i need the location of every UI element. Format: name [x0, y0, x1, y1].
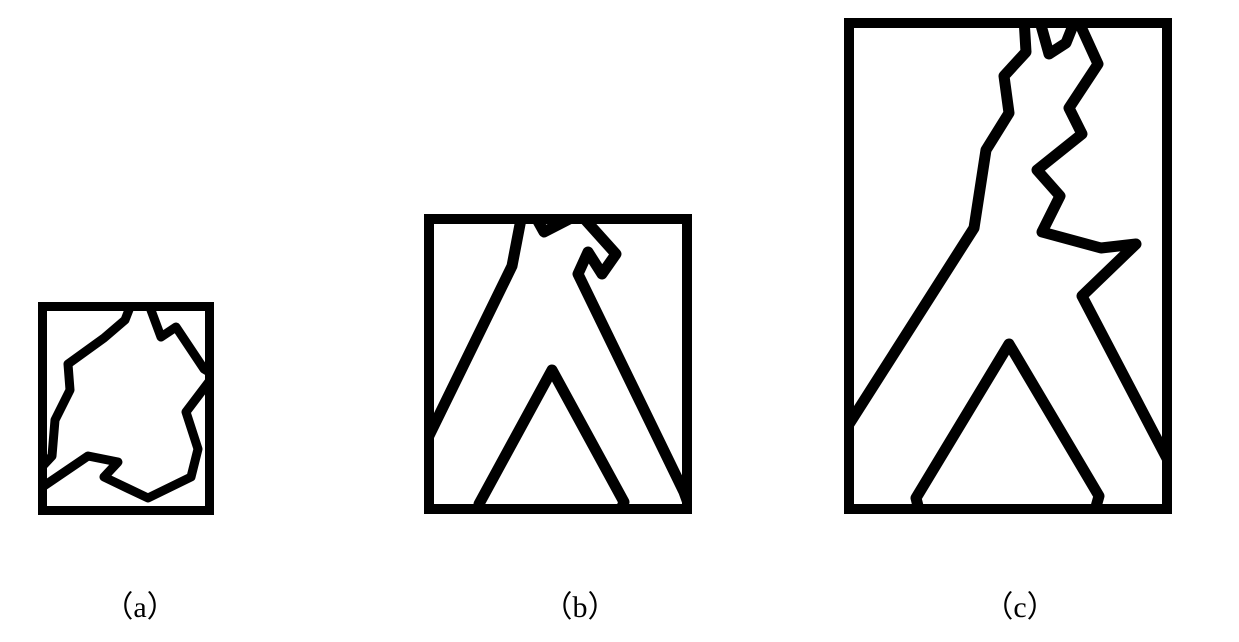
panel-c-svg [844, 18, 1172, 514]
panel-b-shape [424, 214, 692, 514]
panel-a-svg [38, 302, 214, 515]
caption-c: （c） [960, 582, 1080, 626]
figure-canvas: （a） （b） （c） [0, 0, 1239, 642]
panel-b-svg [424, 214, 692, 514]
panel-b [424, 214, 692, 514]
panel-c [844, 18, 1172, 514]
caption-b: （b） [520, 582, 640, 626]
caption-a: （a） [80, 582, 200, 626]
panel-a [38, 302, 214, 515]
panel-a-shape [38, 302, 214, 498]
panel-c-shape [844, 18, 1172, 514]
